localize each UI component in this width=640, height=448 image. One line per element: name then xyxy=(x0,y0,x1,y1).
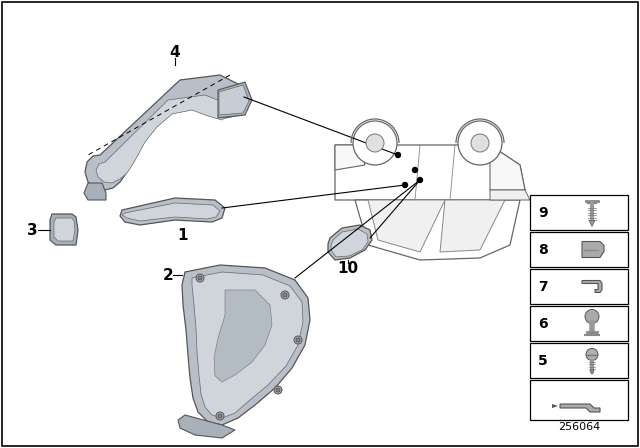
Polygon shape xyxy=(582,280,602,293)
Circle shape xyxy=(218,414,222,418)
Polygon shape xyxy=(335,145,525,200)
Text: 7: 7 xyxy=(538,280,548,293)
Text: 9: 9 xyxy=(538,206,548,220)
Circle shape xyxy=(471,134,489,152)
Circle shape xyxy=(276,388,280,392)
Bar xyxy=(530,306,628,341)
Circle shape xyxy=(216,412,224,420)
Circle shape xyxy=(366,134,384,152)
Circle shape xyxy=(196,274,204,282)
Text: 4: 4 xyxy=(170,44,180,60)
Polygon shape xyxy=(50,214,78,245)
Circle shape xyxy=(396,152,401,158)
Polygon shape xyxy=(218,82,252,118)
Text: 5: 5 xyxy=(538,353,548,367)
Bar xyxy=(530,380,628,420)
Text: 1: 1 xyxy=(178,228,188,242)
Circle shape xyxy=(417,177,422,182)
Circle shape xyxy=(403,182,408,188)
Polygon shape xyxy=(560,404,600,412)
Circle shape xyxy=(274,386,282,394)
Polygon shape xyxy=(178,415,235,438)
Text: 2: 2 xyxy=(163,267,173,283)
Polygon shape xyxy=(582,241,604,258)
Circle shape xyxy=(296,338,300,342)
Polygon shape xyxy=(122,203,220,221)
Polygon shape xyxy=(85,75,245,190)
Text: 8: 8 xyxy=(538,242,548,257)
Polygon shape xyxy=(331,229,368,257)
Bar xyxy=(530,195,628,230)
Polygon shape xyxy=(120,198,225,225)
Polygon shape xyxy=(355,200,520,260)
Polygon shape xyxy=(590,370,594,375)
Polygon shape xyxy=(214,290,272,382)
Polygon shape xyxy=(368,200,445,252)
Circle shape xyxy=(413,168,417,172)
Text: 6: 6 xyxy=(538,316,548,331)
Polygon shape xyxy=(96,95,230,183)
Polygon shape xyxy=(328,225,372,260)
Polygon shape xyxy=(84,183,106,200)
Polygon shape xyxy=(490,190,530,200)
Polygon shape xyxy=(54,218,75,241)
Polygon shape xyxy=(335,145,365,170)
Polygon shape xyxy=(219,85,249,115)
Polygon shape xyxy=(192,272,303,418)
Circle shape xyxy=(198,276,202,280)
Polygon shape xyxy=(552,404,558,408)
Text: 3: 3 xyxy=(27,223,37,237)
Polygon shape xyxy=(589,220,595,227)
Circle shape xyxy=(294,336,302,344)
Circle shape xyxy=(585,310,599,323)
Circle shape xyxy=(458,121,502,165)
Circle shape xyxy=(586,349,598,361)
Bar xyxy=(530,232,628,267)
Circle shape xyxy=(283,293,287,297)
Bar xyxy=(530,269,628,304)
Text: 10: 10 xyxy=(337,260,358,276)
Circle shape xyxy=(353,121,397,165)
Polygon shape xyxy=(182,265,310,425)
Bar xyxy=(530,343,628,378)
Circle shape xyxy=(281,291,289,299)
Polygon shape xyxy=(490,145,525,190)
Polygon shape xyxy=(440,200,505,252)
Text: 256064: 256064 xyxy=(558,422,600,432)
